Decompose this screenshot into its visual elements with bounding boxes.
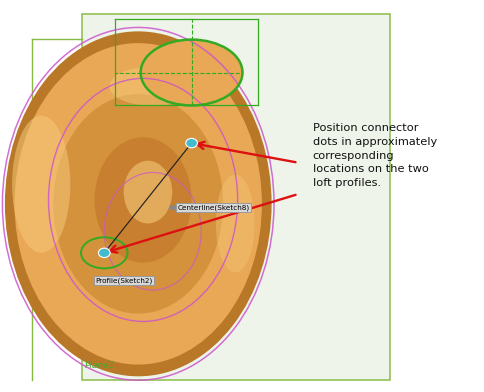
Ellipse shape [94, 137, 191, 263]
Circle shape [98, 248, 110, 258]
Ellipse shape [5, 31, 271, 376]
Ellipse shape [123, 161, 172, 223]
Circle shape [169, 206, 174, 210]
Ellipse shape [12, 116, 70, 253]
Ellipse shape [215, 174, 254, 272]
Text: Centerline(Sketch8): Centerline(Sketch8) [177, 205, 249, 211]
Ellipse shape [53, 94, 223, 314]
Ellipse shape [15, 43, 261, 365]
Text: Plane1: Plane1 [85, 361, 115, 370]
Text: Position connector
dots in approximately
corresponding
locations on the two
loft: Position connector dots in approximately… [312, 123, 436, 188]
Ellipse shape [109, 67, 196, 106]
Circle shape [185, 138, 197, 148]
Ellipse shape [140, 40, 242, 105]
FancyBboxPatch shape [82, 14, 390, 380]
Text: Profile(Sketch2): Profile(Sketch2) [95, 277, 152, 283]
